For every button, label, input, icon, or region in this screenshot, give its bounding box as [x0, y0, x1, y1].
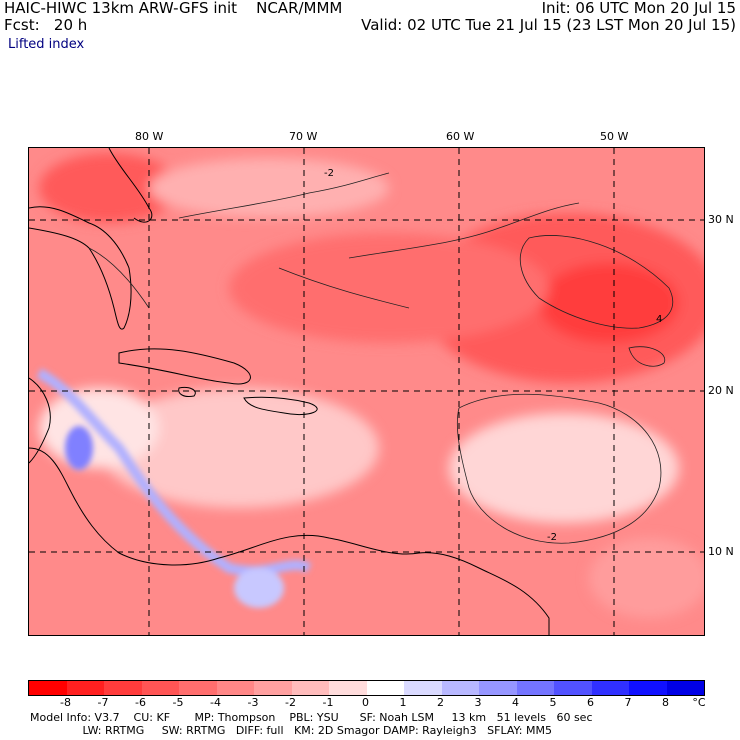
forecast-hour: Fcst: 20 h [4, 16, 88, 34]
model-info-line1: Model Info: V3.7 CU: KF MP: Thompson PBL… [30, 711, 593, 724]
color-scale-tick-label: -4 [210, 696, 221, 709]
color-scale-cell [554, 681, 592, 695]
cuba-coast [118, 348, 251, 385]
color-scale-cell [104, 681, 142, 695]
color-scale-tick-label: -2 [285, 696, 296, 709]
field-light-atlantic [449, 413, 679, 523]
init-time: Init: 06 UTC Mon 20 Jul 15 [541, 0, 736, 17]
color-scale-tick-label: -5 [172, 696, 184, 709]
field-blue-south [234, 568, 284, 608]
color-scale-tick-label: 7 [624, 696, 632, 709]
contour-line [348, 202, 580, 259]
lon-label-80w: 80 W [135, 130, 164, 143]
field-band [229, 233, 549, 343]
color-scale-cell [591, 681, 629, 695]
color-scale-tick-label: 5 [549, 696, 557, 709]
hispaniola-coast [243, 396, 318, 416]
color-scale-cell [329, 681, 367, 695]
field-north-coast [39, 153, 179, 223]
lat-label-20n: 20 N [708, 384, 734, 397]
lat-label-10n: 10 N [708, 545, 734, 558]
color-scale-cell [66, 681, 104, 695]
lon-label-50w: 50 W [600, 130, 629, 143]
color-scale-tick-label: -7 [97, 696, 109, 709]
color-scale-tick-label: -1 [322, 696, 334, 709]
model-info-line2: LW: RRTMG SW: RRTMG DIFF: full KM: 2D Sm… [30, 724, 552, 737]
contours [88, 172, 674, 544]
color-scale-tick-label: 2 [437, 696, 444, 709]
color-scale-cell [366, 681, 404, 695]
field-name: Lifted index [8, 37, 85, 52]
contour-line [628, 346, 666, 367]
contour-label: -2 [547, 532, 557, 543]
yucatan-coast [29, 377, 51, 464]
contour-line [456, 393, 662, 544]
lat-lon-grid [29, 148, 704, 635]
contour-line [520, 235, 674, 329]
field-strongest-ne [539, 263, 679, 343]
lon-label-70w: 70 W [289, 130, 318, 143]
color-scale-tick-label: -6 [135, 696, 146, 709]
color-scale-cell [516, 681, 554, 695]
valid-time: Valid: 02 UTC Tue 21 Jul 15 (23 LST Mon … [361, 16, 736, 34]
contour-label: -2 [324, 168, 334, 179]
contour-label: 4 [656, 314, 662, 325]
lat-label-30n: 30 N [708, 213, 734, 226]
coastlines [29, 148, 550, 635]
field-blue-band [36, 368, 312, 576]
color-scale-cell [29, 681, 67, 695]
florida-coast [29, 206, 132, 330]
color-scale-cell [404, 681, 442, 695]
color-scale-cell [254, 681, 292, 695]
map-canvas: -2 -2 4 [29, 148, 704, 635]
field-se [589, 538, 704, 618]
contour-line [178, 172, 390, 219]
lon-label-60w: 60 W [446, 130, 475, 143]
color-scale-tick-label: 0 [362, 696, 369, 709]
south-america-coast [29, 447, 550, 635]
contour-line [278, 267, 410, 309]
color-scale-cell [216, 681, 254, 695]
color-scale-cell [629, 681, 667, 695]
jamaica-coast [178, 387, 196, 397]
color-scale-cell [291, 681, 329, 695]
color-scale-cell [141, 681, 179, 695]
color-scale [28, 680, 705, 696]
contour-line [88, 247, 150, 309]
color-scale-cell [179, 681, 217, 695]
model-title: HAIC-HIWC 13km ARW-GFS init NCAR/MMM [4, 0, 343, 17]
color-scale-cell [666, 681, 704, 695]
color-scale-tick-label: 6 [587, 696, 594, 709]
field-light-north [149, 158, 389, 218]
field-light-caribbean [99, 388, 379, 508]
field-blue-spot [65, 426, 93, 470]
color-scale-tick-label: 3 [474, 696, 482, 709]
color-scale-tick-label: -3 [247, 696, 259, 709]
color-scale-tick-label: 1 [399, 696, 407, 709]
lifted-index-map: -2 -2 4 [28, 147, 705, 636]
color-scale-cell [479, 681, 517, 695]
color-scale-cell [441, 681, 479, 695]
color-scale-tick-label: -8 [60, 696, 71, 709]
color-scale-tick-label: 4 [512, 696, 519, 709]
color-scale-tick-label: 8 [662, 696, 669, 709]
color-scale-unit: °C [692, 696, 706, 709]
